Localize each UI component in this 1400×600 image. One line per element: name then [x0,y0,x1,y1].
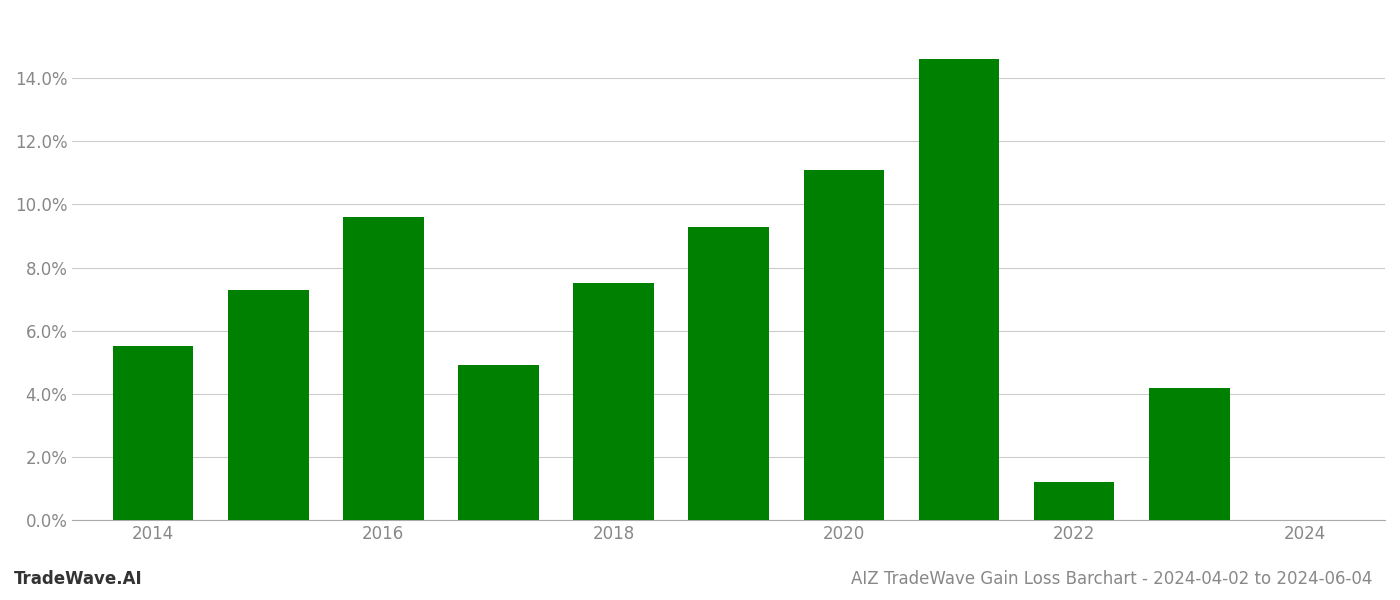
Text: TradeWave.AI: TradeWave.AI [14,570,143,588]
Text: AIZ TradeWave Gain Loss Barchart - 2024-04-02 to 2024-06-04: AIZ TradeWave Gain Loss Barchart - 2024-… [851,570,1372,588]
Bar [804,170,885,520]
Bar [343,217,424,520]
Bar [689,227,769,520]
Bar [458,365,539,520]
Bar [1149,388,1229,520]
Bar [113,346,193,520]
Bar [1033,482,1114,520]
Bar [228,290,308,520]
Bar [918,59,1000,520]
Bar [574,283,654,520]
